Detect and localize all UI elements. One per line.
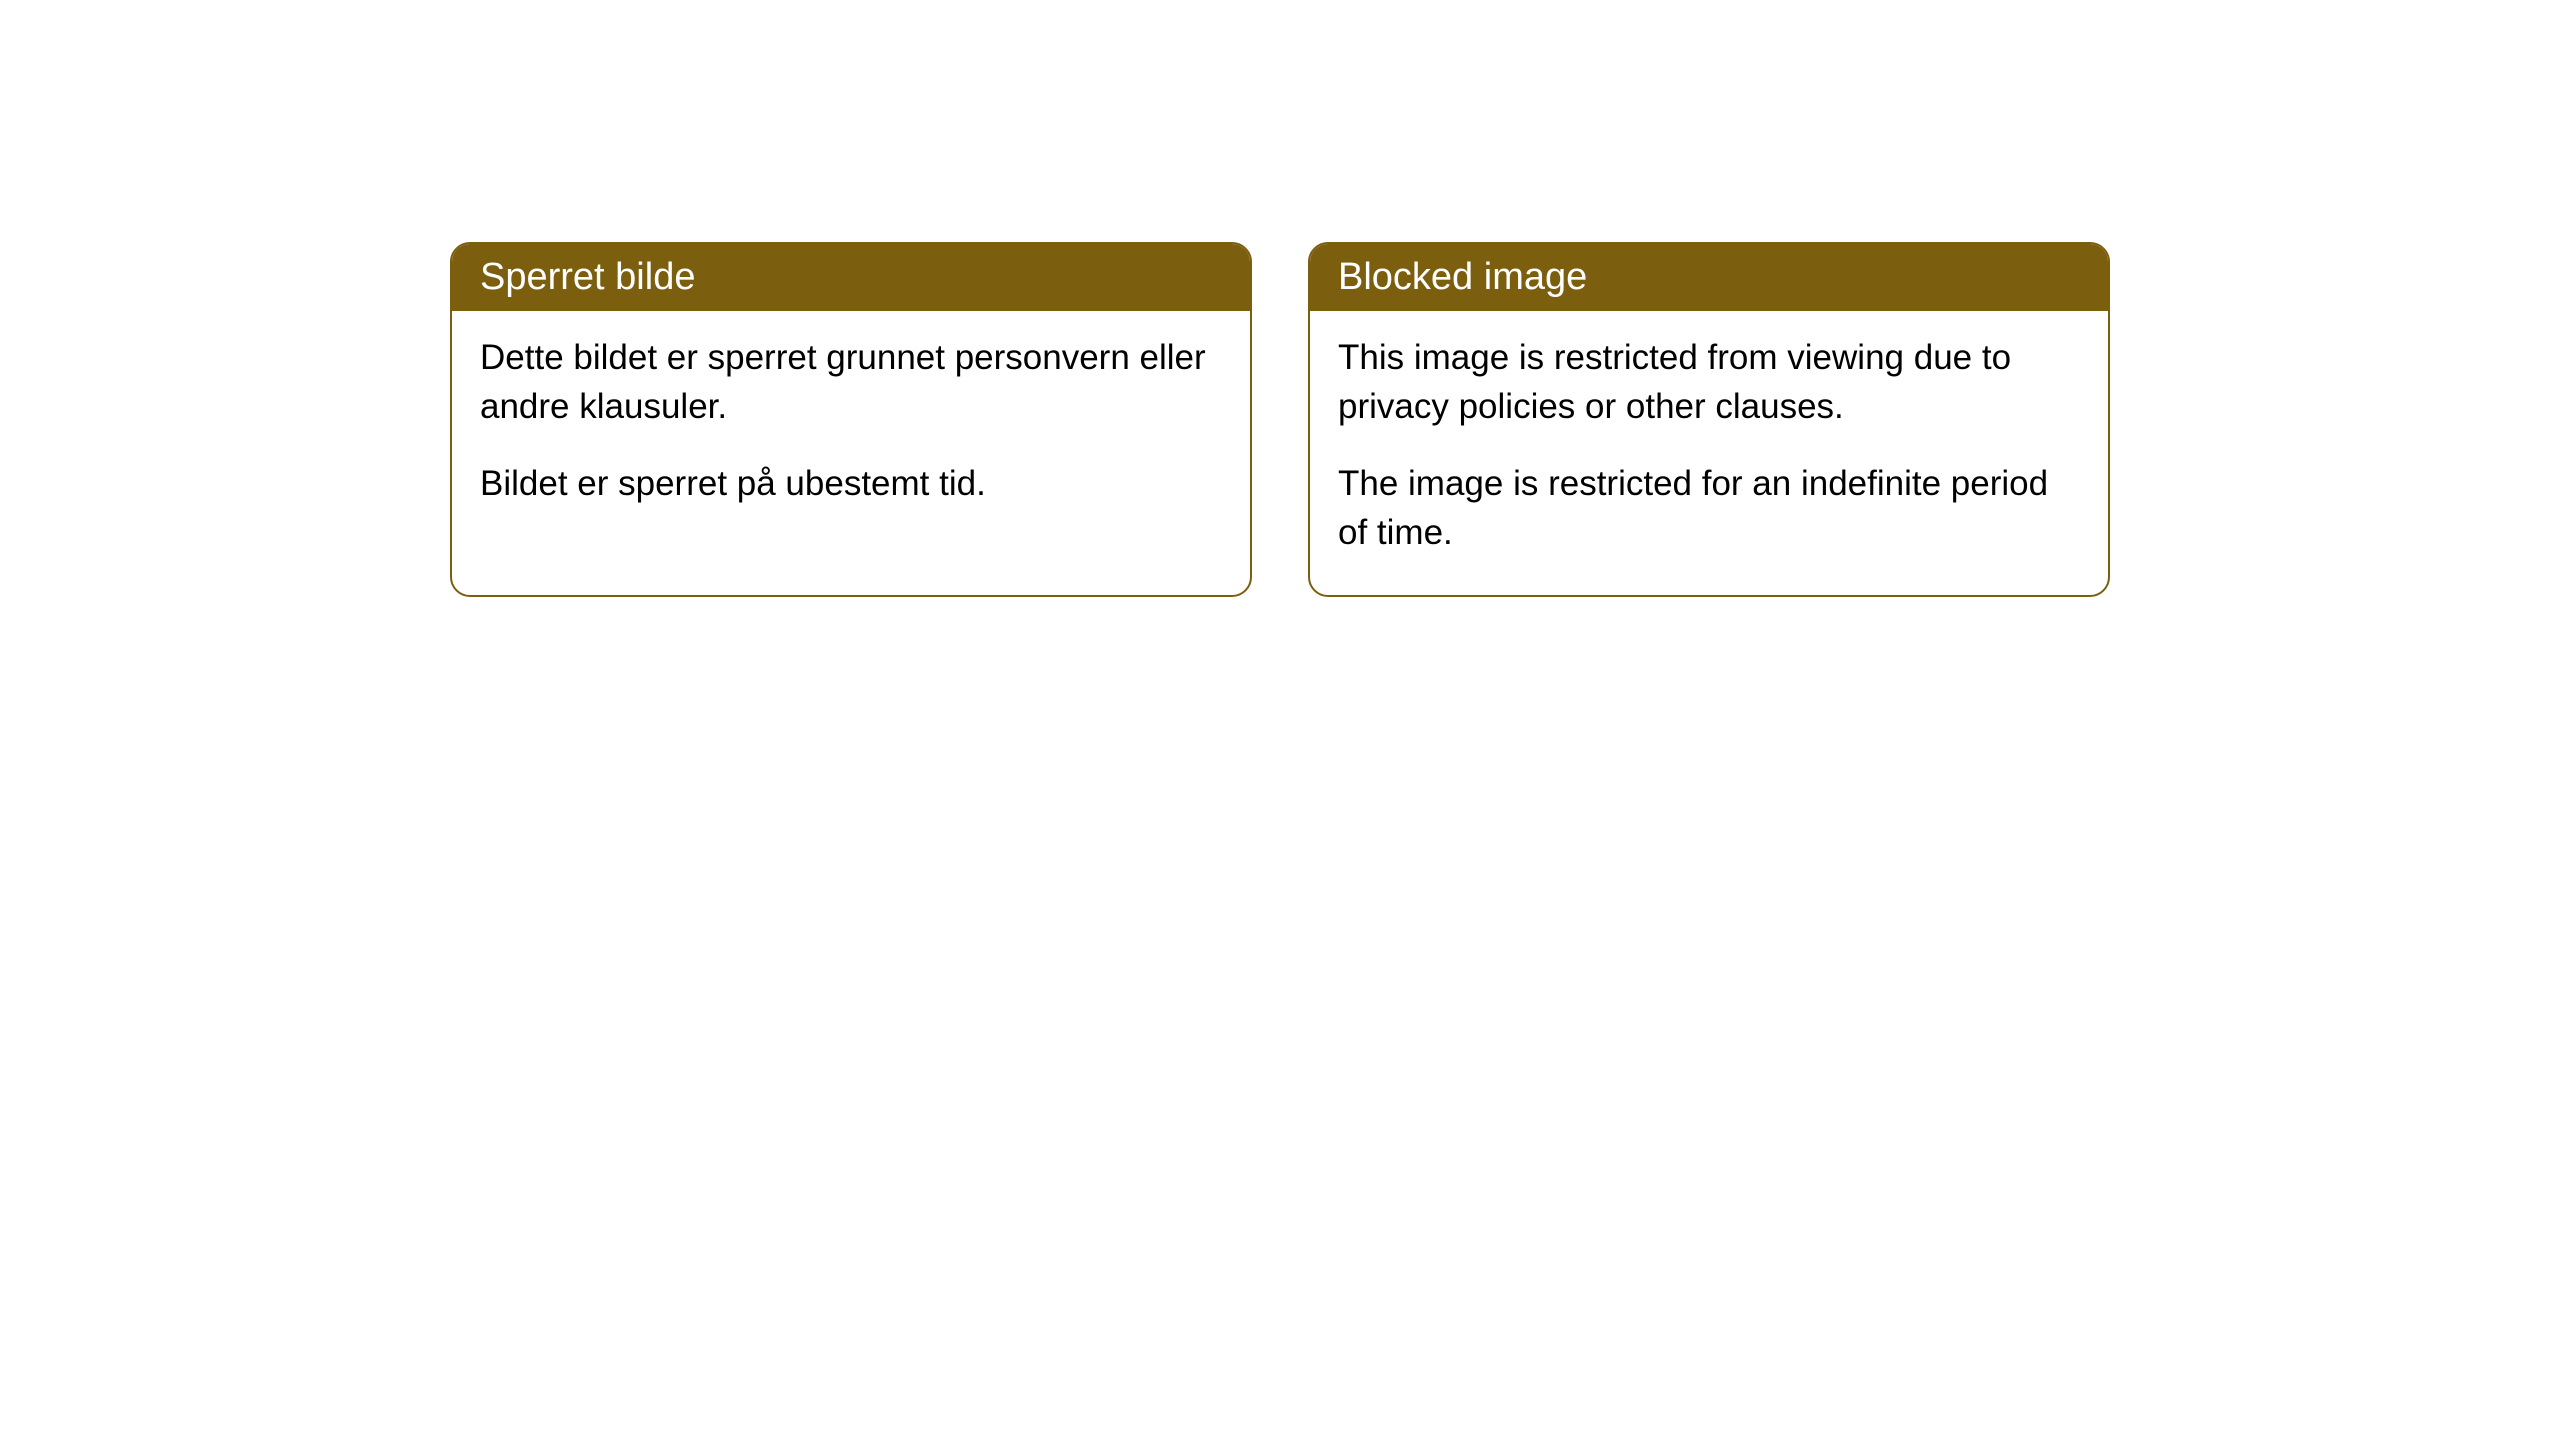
- card-paragraph: Dette bildet er sperret grunnet personve…: [480, 333, 1222, 431]
- card-body: Dette bildet er sperret grunnet personve…: [452, 311, 1250, 546]
- card-body: This image is restricted from viewing du…: [1310, 311, 2108, 595]
- card-paragraph: This image is restricted from viewing du…: [1338, 333, 2080, 431]
- notice-card-english: Blocked image This image is restricted f…: [1308, 242, 2110, 597]
- card-title: Sperret bilde: [480, 256, 695, 298]
- notice-card-norwegian: Sperret bilde Dette bildet er sperret gr…: [450, 242, 1252, 597]
- card-title: Blocked image: [1338, 256, 1587, 298]
- card-paragraph: The image is restricted for an indefinit…: [1338, 459, 2080, 557]
- card-header: Blocked image: [1310, 244, 2108, 311]
- notice-card-container: Sperret bilde Dette bildet er sperret gr…: [450, 242, 2110, 597]
- card-paragraph: Bildet er sperret på ubestemt tid.: [480, 459, 1222, 508]
- card-header: Sperret bilde: [452, 244, 1250, 311]
